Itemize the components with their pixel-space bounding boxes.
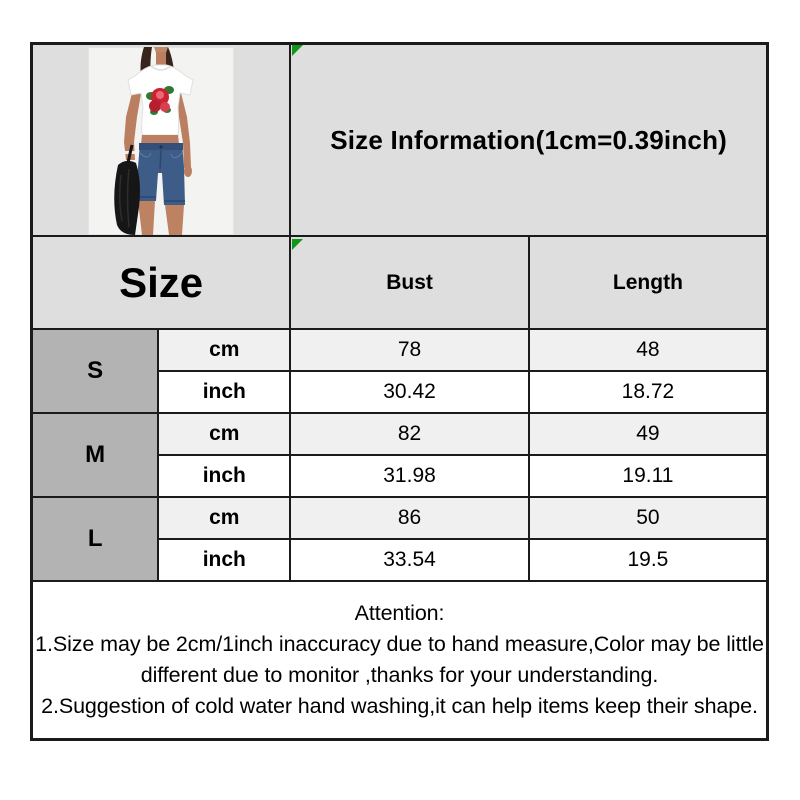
size-label-l: L xyxy=(30,496,160,582)
table-row-l-cm: L cm 86 50 xyxy=(30,496,769,582)
arm-right xyxy=(177,93,192,168)
value-s-length-cm: 48 xyxy=(527,328,769,372)
value-s-length-inch: 18.72 xyxy=(527,370,769,414)
unit-cm-l: cm xyxy=(157,496,292,540)
value-m-length-inch: 19.11 xyxy=(527,454,769,498)
column-header-bust: Bust xyxy=(289,235,530,330)
neck xyxy=(156,52,167,66)
row-photo-header: Size Information(1cm=0.39inch) xyxy=(30,42,769,237)
row-column-headers: Size Bust Length xyxy=(30,235,769,330)
leg-right xyxy=(165,205,185,235)
midriff xyxy=(141,135,180,144)
arm-left xyxy=(124,93,142,160)
size-info-title: Size Information(1cm=0.39inch) xyxy=(289,42,769,237)
green-corner-marker-middle xyxy=(292,239,303,250)
hand-right xyxy=(184,165,193,177)
column-header-size: Size xyxy=(30,235,292,330)
attention-note-2: 2.Suggestion of cold water hand washing,… xyxy=(41,693,758,718)
unit-inch-l: inch xyxy=(157,538,292,582)
green-corner-marker-top xyxy=(292,45,303,56)
product-photo-cell xyxy=(30,42,292,237)
size-chart-sheet: Size Information(1cm=0.39inch) Size Bust… xyxy=(30,42,769,741)
table-row-m-cm: M cm 82 49 xyxy=(30,412,769,498)
attention-note-1: 1.Size may be 2cm/1inch inaccuracy due t… xyxy=(35,631,764,687)
leg-left xyxy=(138,201,156,235)
attention-cell: Attention: 1.Size may be 2cm/1inch inacc… xyxy=(30,580,769,740)
value-s-bust-inch: 30.42 xyxy=(289,370,530,414)
rose-embroidery xyxy=(146,86,175,115)
value-m-bust-inch: 31.98 xyxy=(289,454,530,498)
value-l-length-inch: 19.5 xyxy=(527,538,769,582)
table-row-s-cm: S cm 78 48 xyxy=(30,328,769,414)
table-row-l-inch: inch 33.54 19.5 xyxy=(32,538,769,582)
table-row-m-inch: inch 31.98 19.11 xyxy=(32,454,769,498)
unit-inch-m: inch xyxy=(157,454,292,498)
size-label-s: S xyxy=(30,328,160,414)
black-bag xyxy=(114,144,141,235)
row-attention: Attention: 1.Size may be 2cm/1inch inacc… xyxy=(30,580,769,740)
unit-cm-m: cm xyxy=(157,412,292,456)
table-row-s-inch: inch 30.42 18.72 xyxy=(32,370,769,414)
value-l-bust-inch: 33.54 xyxy=(289,538,530,582)
size-table: Size Information(1cm=0.39inch) Size Bust… xyxy=(30,42,769,741)
value-l-length-cm: 50 xyxy=(527,496,769,540)
unit-inch-s: inch xyxy=(157,370,292,414)
neckline xyxy=(150,65,172,71)
value-m-length-cm: 49 xyxy=(527,412,769,456)
value-m-bust-cm: 82 xyxy=(289,412,530,456)
product-photo xyxy=(88,47,235,235)
unit-cm-s: cm xyxy=(157,328,292,372)
attention-title: Attention: xyxy=(354,600,445,625)
value-l-bust-cm: 86 xyxy=(289,496,530,540)
column-header-length: Length xyxy=(527,235,769,330)
value-s-bust-cm: 78 xyxy=(289,328,530,372)
size-label-m: M xyxy=(30,412,160,498)
